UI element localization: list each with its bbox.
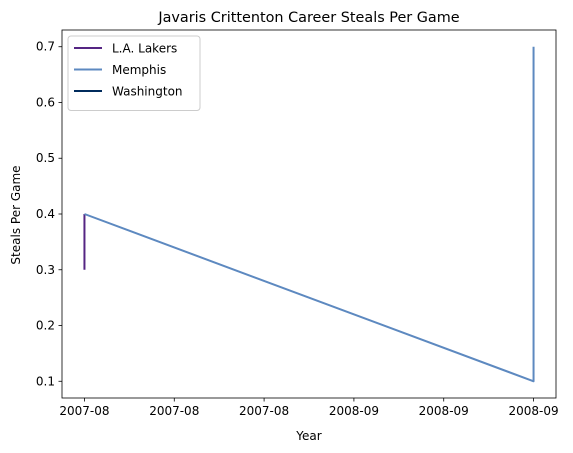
legend: L.A. Lakers Memphis Washington [67,35,201,111]
x-tick-label: 2007-08 [59,404,109,418]
x-tick-label: 2008-09 [508,404,558,418]
y-axis: 0.1 0.2 0.3 0.4 0.5 0.6 0.7 [36,40,62,388]
x-tick-label: 2007-08 [239,404,289,418]
legend-label: Memphis [112,63,166,77]
y-axis-label: Steals Per Game [9,165,23,264]
y-tick-label: 0.7 [36,40,55,54]
chart-title: Javaris Crittenton Career Steals Per Gam… [157,10,459,26]
y-tick-label: 0.3 [36,263,55,277]
series-line-2 [84,46,535,383]
x-axis: 2007-08 2007-08 2007-08 2008-09 2008-09 2008-… [59,398,559,418]
y-tick-label: 0.4 [36,207,55,221]
y-tick-label: 0.1 [36,374,55,388]
y-tick-label: 0.5 [36,151,55,165]
x-axis-label: Year [295,429,321,443]
x-tick-label: 2008-09 [329,404,379,418]
legend-label: Washington [112,85,183,99]
y-tick-label: 0.2 [36,319,55,333]
y-tick-label: 0.6 [36,95,55,109]
legend-label: L.A. Lakers [112,42,177,56]
x-tick-label: 2008-09 [419,404,469,418]
x-tick-label: 2007-08 [149,404,199,418]
